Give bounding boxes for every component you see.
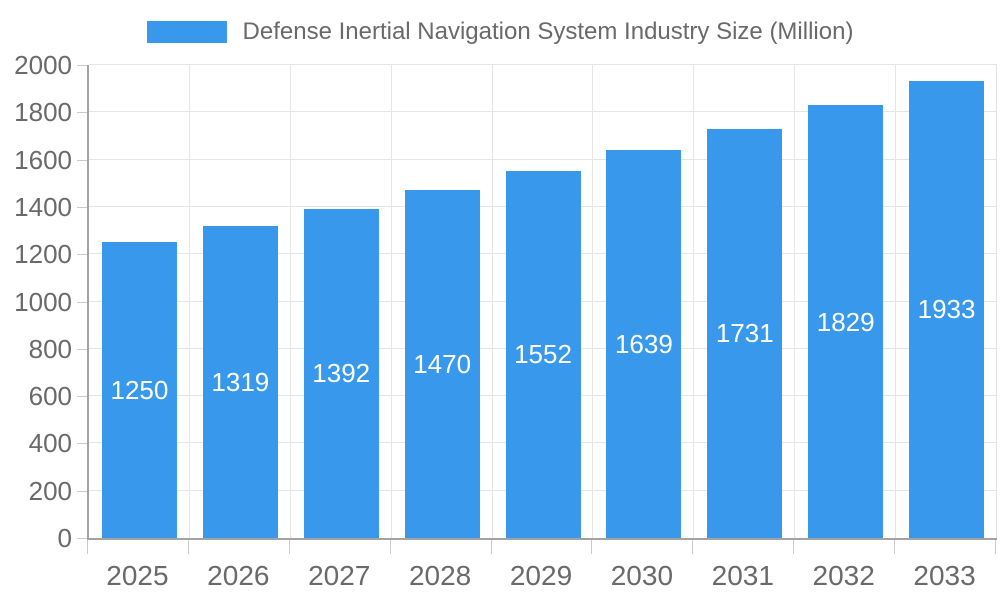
- bar-value-label: 1470: [413, 349, 472, 380]
- y-axis-tick: [77, 490, 87, 492]
- legend-swatch[interactable]: [146, 21, 227, 43]
- bar-value-label: 1250: [110, 375, 169, 406]
- legend[interactable]: Defense Inertial Navigation System Indus…: [0, 17, 1000, 47]
- x-axis-label-2027: 2027: [308, 560, 371, 591]
- y-axis-label: 400: [28, 428, 72, 459]
- x-axis-tick: [894, 540, 896, 554]
- x-axis-tick: [591, 540, 593, 554]
- bar-2028: 1470: [404, 190, 480, 538]
- bar-2033: 1933: [909, 80, 985, 538]
- x-gridline: [996, 65, 997, 538]
- x-axis-label-2025: 2025: [106, 560, 169, 591]
- x-axis-label-2029: 2029: [509, 560, 573, 591]
- x-gridline: [188, 65, 190, 538]
- x-axis-tick: [288, 540, 290, 554]
- y-axis-tick: [77, 538, 87, 539]
- x-axis-label-2031: 2031: [711, 560, 774, 591]
- x-axis-tick: [87, 540, 88, 554]
- bar-2026: 1319: [202, 226, 278, 538]
- x-gridline: [390, 65, 392, 538]
- x-gridline: [289, 65, 291, 538]
- x-axis-label-2032: 2032: [812, 560, 875, 591]
- y-axis-tick: [77, 254, 87, 256]
- bar-value-label: 1552: [514, 339, 572, 370]
- y-axis-tick: [77, 206, 87, 208]
- y-axis-label: 1400: [14, 191, 72, 222]
- bar-2032: 1829: [808, 105, 884, 538]
- bar-value-label: 1392: [312, 358, 371, 389]
- y-axis-tick: [77, 348, 87, 350]
- x-axis-label-2026: 2026: [207, 560, 270, 591]
- y-gridline: [89, 64, 997, 65]
- bar-value-label: 1731: [715, 318, 774, 349]
- bar-2030: 1639: [606, 150, 682, 538]
- x-axis-tick: [692, 540, 694, 554]
- y-axis-label: 0: [57, 523, 72, 553]
- x-gridline: [592, 65, 594, 538]
- x-gridline: [794, 65, 796, 538]
- y-axis-label: 1600: [14, 144, 72, 175]
- legend-label: Defense Inertial Navigation System Indus…: [242, 18, 854, 45]
- y-axis-tick: [77, 112, 87, 114]
- y-gridline: [89, 111, 997, 113]
- y-axis-tick: [77, 396, 87, 398]
- x-axis-label-2028: 2028: [408, 560, 472, 591]
- y-axis-tick: [77, 159, 87, 161]
- bar-2029: 1552: [505, 170, 581, 538]
- bar-value-label: 1319: [211, 367, 270, 398]
- bar-2031: 1731: [707, 128, 783, 538]
- x-gridline: [895, 65, 897, 538]
- x-axis-tick: [389, 540, 391, 554]
- bar-value-label: 1933: [917, 294, 976, 325]
- x-axis-tick: [187, 540, 189, 554]
- y-axis-label: 600: [28, 381, 72, 412]
- y-axis-label: 1200: [14, 239, 72, 270]
- y-axis-label: 200: [28, 475, 72, 506]
- x-axis-label-2033: 2033: [913, 560, 976, 591]
- x-axis-label-2030: 2030: [610, 560, 674, 591]
- y-axis-label: 1800: [14, 97, 72, 128]
- y-axis-tick: [77, 65, 87, 66]
- plot-area: 1250 1319 1392 1470 1552 1639 1731 1829 1933: [87, 64, 997, 540]
- y-axis-label: 2000: [14, 50, 72, 80]
- y-axis-label: 800: [28, 333, 72, 364]
- y-axis-tick: [77, 301, 87, 303]
- bar-value-label: 1829: [816, 306, 875, 337]
- x-axis-tick: [793, 540, 795, 554]
- bar-2025: 1250: [101, 242, 177, 538]
- y-gridline: [89, 158, 997, 160]
- x-axis-tick: [995, 540, 996, 554]
- x-axis-tick: [490, 540, 492, 554]
- x-gridline: [693, 65, 695, 538]
- y-axis-tick: [77, 443, 87, 445]
- bar-value-label: 1639: [614, 329, 673, 360]
- bar-2027: 1392: [303, 208, 379, 538]
- y-axis-label: 1000: [14, 286, 72, 317]
- x-gridline: [491, 65, 493, 538]
